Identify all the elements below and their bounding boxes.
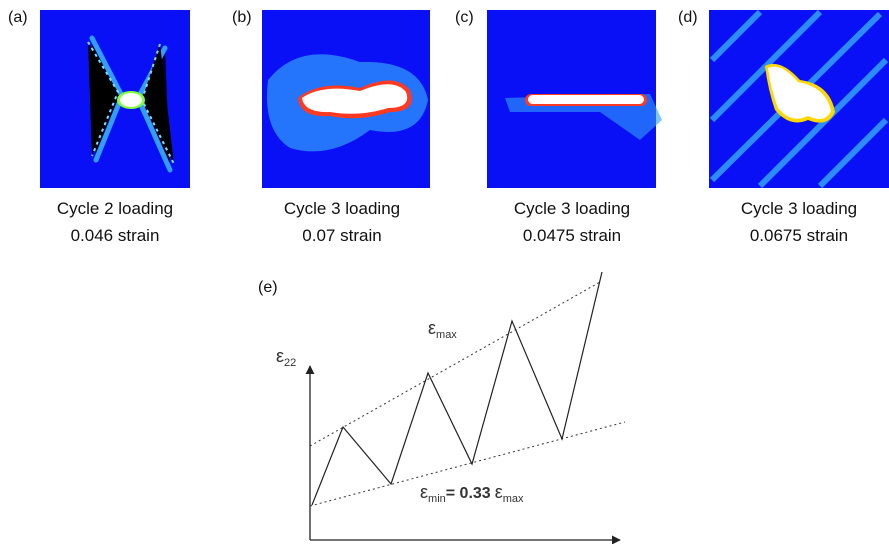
symbol: ε <box>428 318 436 338</box>
symbol: ε <box>495 482 503 502</box>
hot-spot <box>528 95 644 104</box>
y-axis-label: ε22 <box>276 346 296 369</box>
caption: 0.07 strain <box>302 226 381 245</box>
panel-d: (d) Cycle 3 loading 0.0675 strain <box>678 9 889 245</box>
upper-bound <box>309 281 601 447</box>
symbol: ε <box>420 482 428 502</box>
subscript: max <box>503 493 524 505</box>
panel-b: (b) Cycle 3 loading 0.07 strain <box>232 9 430 245</box>
caption: 0.0675 strain <box>750 226 848 245</box>
subscript: max <box>436 329 457 341</box>
caption: Cycle 2 loading <box>57 199 173 218</box>
hot-spot <box>768 66 831 120</box>
caption: 0.0475 strain <box>523 226 621 245</box>
symbol: ε <box>276 346 284 366</box>
lower-bound <box>309 421 626 507</box>
upper-bound-label: εmax <box>428 318 457 341</box>
equation: = 0.33 <box>446 485 491 502</box>
caption: Cycle 3 loading <box>284 199 400 218</box>
schematic: (e) ε22 εmax εmin= 0.33 εmax <box>258 271 626 544</box>
subscript: min <box>428 493 446 505</box>
panel-c: (c) Cycle 3 loading 0.0475 strain <box>455 9 662 245</box>
caption: Cycle 3 loading <box>741 199 857 218</box>
panel-a: (a) Cycle 2 loading 0.046 strain <box>8 9 190 245</box>
panel-label: (a) <box>8 9 28 26</box>
strain-path <box>311 271 603 506</box>
hot-spot <box>120 93 142 107</box>
lower-bound-label: εmin= 0.33 εmax <box>420 482 524 505</box>
hot-spot <box>302 84 408 114</box>
panel-label: (e) <box>258 279 278 296</box>
panel-label: (b) <box>232 9 252 26</box>
subscript: 22 <box>284 357 296 369</box>
panel-label: (c) <box>455 9 474 26</box>
panel-label: (d) <box>678 9 698 26</box>
caption: Cycle 3 loading <box>514 199 630 218</box>
caption: 0.046 strain <box>71 226 160 245</box>
